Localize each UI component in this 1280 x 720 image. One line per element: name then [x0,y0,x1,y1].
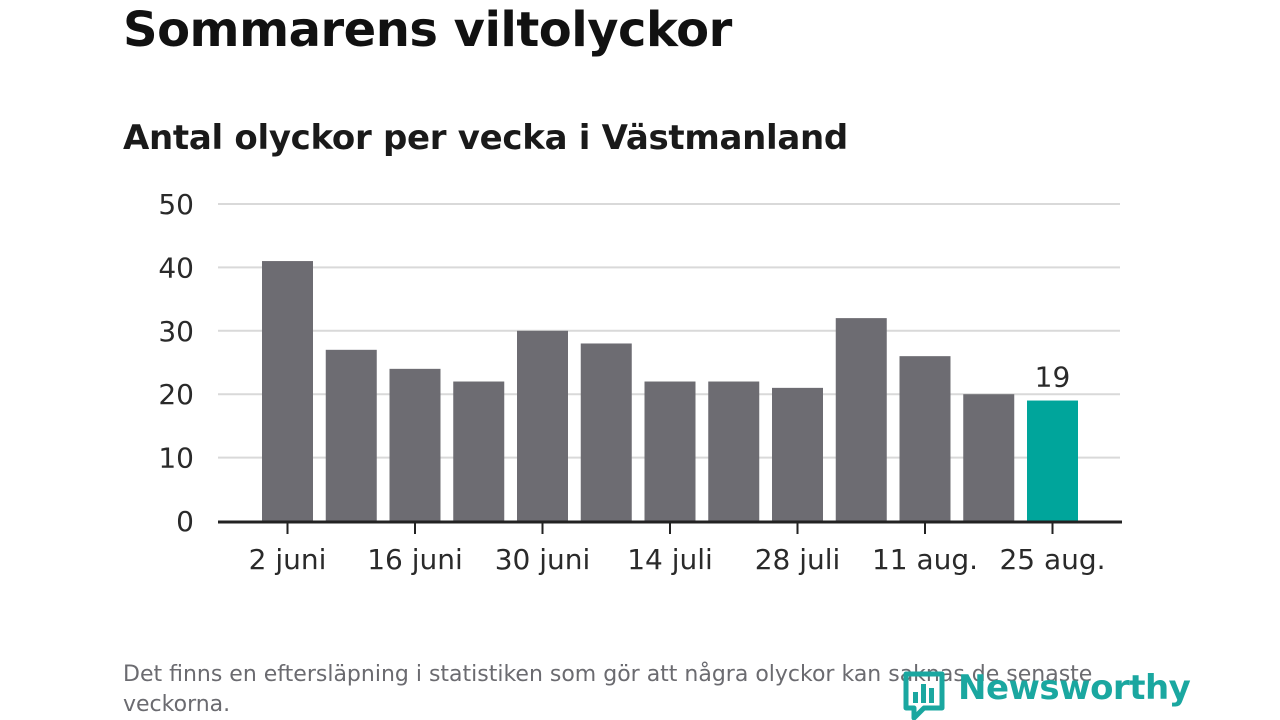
bar [772,387,823,521]
bar [835,318,887,521]
x-tick-label: 28 juli [755,543,841,576]
highlight-value-label: 19 [1035,361,1071,394]
bar [708,381,760,521]
bar-highlight [1027,400,1078,521]
chart-title: Sommarens viltolyckor [123,2,732,58]
newsworthy-wordmark: Newsworthy [958,668,1191,708]
y-tick-label: 10 [158,442,194,475]
x-tick-label: 14 juli [627,543,713,576]
y-tick-label: 0 [176,505,194,538]
bar [963,394,1015,521]
x-tick-label: 2 juni [249,543,327,576]
bar [517,330,568,521]
bar [453,381,505,521]
y-tick-label: 50 [158,188,194,221]
bars [262,261,1078,521]
x-tick-label: 25 aug. [999,543,1105,576]
x-tick-label: 16 juni [367,543,463,576]
x-tick-label: 30 juni [495,543,591,576]
y-tick-labels: 0 10 20 30 40 50 [158,188,194,538]
x-tick-label: 11 aug. [872,543,978,576]
bar [325,349,377,521]
bar [899,356,951,521]
newsworthy-logo: Newsworthy [902,668,1191,720]
y-tick-label: 30 [158,315,194,348]
newsworthy-logo-icon [903,671,945,720]
chart-subtitle: Antal olyckor per vecka i Västmanland [123,118,848,158]
y-tick-label: 40 [158,251,194,284]
bar [262,261,313,521]
bar [644,381,696,521]
bar [389,368,441,521]
x-tick-marks [286,521,1054,534]
x-tick-labels: 2 juni 16 juni 30 juni 14 juli 28 juli 11 aug… [249,543,1106,576]
y-tick-label: 20 [158,378,194,411]
bar [580,343,632,521]
